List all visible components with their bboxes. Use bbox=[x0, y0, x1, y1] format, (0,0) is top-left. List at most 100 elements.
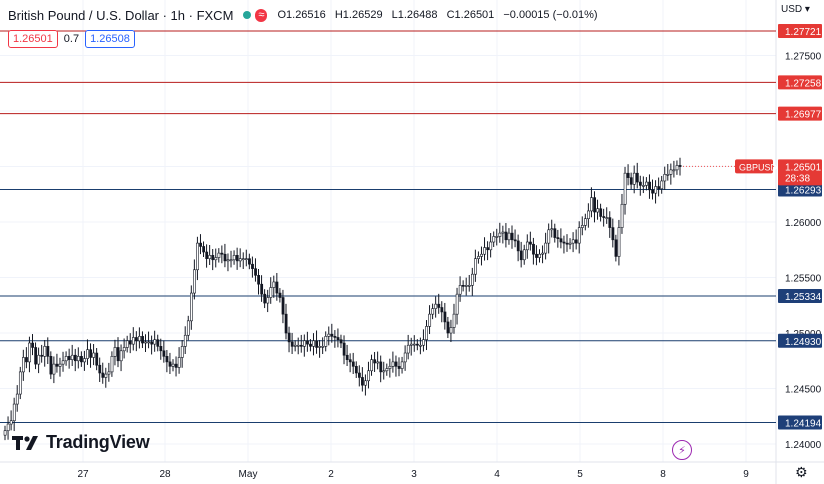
symbol-tag-bg bbox=[735, 159, 773, 174]
candle-body bbox=[92, 352, 96, 358]
candle-body bbox=[269, 287, 273, 298]
candle-body bbox=[513, 239, 517, 242]
candle-body bbox=[278, 292, 282, 298]
currency-dropdown[interactable]: USD ▾ bbox=[781, 4, 810, 15]
level-label: 1.24194 bbox=[785, 419, 822, 430]
candle-body bbox=[131, 337, 135, 345]
candle-body bbox=[406, 344, 410, 354]
level-label-bg bbox=[778, 24, 822, 38]
level-label: 1.26293 bbox=[785, 186, 822, 197]
level-label-bg bbox=[778, 333, 822, 348]
candle-body bbox=[541, 252, 545, 255]
candle-body bbox=[593, 197, 596, 213]
candle-body bbox=[648, 181, 651, 191]
candle-body bbox=[419, 344, 422, 347]
x-tick-label: 3 bbox=[411, 469, 417, 480]
candle-body bbox=[467, 285, 471, 287]
candle-body bbox=[208, 255, 212, 259]
candle-body bbox=[458, 285, 462, 295]
candle-body bbox=[98, 364, 102, 374]
candle-body bbox=[532, 243, 535, 255]
y-tick-label: 1.24000 bbox=[785, 440, 822, 451]
candle-body bbox=[428, 313, 432, 327]
candle-body bbox=[357, 372, 361, 378]
candle-body bbox=[370, 359, 374, 372]
candle-body bbox=[43, 346, 47, 357]
candle-body bbox=[443, 311, 447, 323]
countdown-label: 28:38 bbox=[785, 173, 810, 184]
candle-body bbox=[367, 370, 370, 382]
candle-body bbox=[477, 256, 480, 259]
candle-body bbox=[263, 293, 267, 304]
candle-body bbox=[550, 228, 554, 231]
last-price-label: 1.26501 bbox=[785, 162, 822, 173]
candle-body bbox=[642, 185, 645, 187]
candle-body bbox=[309, 343, 312, 347]
candle-body bbox=[275, 281, 279, 294]
candle-body bbox=[190, 292, 193, 322]
candle-body bbox=[64, 356, 68, 362]
candle-body bbox=[171, 363, 175, 367]
candle-body bbox=[672, 169, 676, 172]
candle-body bbox=[138, 336, 141, 342]
candle-body bbox=[290, 341, 294, 347]
sell-button[interactable]: 1.26501 bbox=[8, 30, 58, 48]
candle-body bbox=[299, 344, 303, 347]
candle-body bbox=[177, 357, 181, 368]
candle-body bbox=[174, 363, 178, 368]
candle-body bbox=[119, 350, 123, 362]
gear-icon[interactable]: ⚙ bbox=[795, 464, 808, 480]
candle-body bbox=[431, 308, 435, 315]
candle-body bbox=[464, 285, 468, 287]
candle-body bbox=[544, 242, 548, 254]
x-tick-label: 9 bbox=[743, 469, 749, 480]
candle-body bbox=[675, 165, 679, 171]
candle-body bbox=[73, 354, 77, 362]
candle-body bbox=[632, 172, 636, 185]
candle-body bbox=[556, 237, 560, 239]
candle-body bbox=[461, 285, 465, 287]
y-tick-label: 1.24500 bbox=[785, 385, 822, 396]
candle-body bbox=[489, 241, 493, 251]
change-value: −0.00015 (−0.01%) bbox=[503, 9, 598, 21]
candle-body bbox=[446, 321, 450, 334]
candle-body bbox=[211, 255, 215, 261]
symbol-title[interactable]: British Pound / U.S. Dollar · 1h · FXCM bbox=[8, 7, 234, 23]
candle-body bbox=[596, 208, 600, 213]
data-status-icon: ≈ bbox=[255, 8, 268, 22]
candle-body bbox=[67, 356, 71, 360]
candle-body bbox=[522, 249, 526, 261]
candle-body bbox=[128, 340, 132, 345]
candle-body bbox=[122, 347, 126, 352]
close-label: C bbox=[446, 9, 455, 21]
x-tick-label: 2 bbox=[328, 469, 334, 480]
candle-body bbox=[186, 320, 190, 336]
buy-button[interactable]: 1.26508 bbox=[85, 30, 135, 48]
candle-body bbox=[156, 339, 160, 347]
candle-body bbox=[287, 332, 291, 343]
candle-body bbox=[669, 169, 673, 175]
candle-body bbox=[339, 339, 343, 344]
low-label: L bbox=[391, 9, 398, 21]
candle-body bbox=[394, 361, 398, 367]
tradingview-logo-icon bbox=[12, 435, 38, 450]
lightning-icon[interactable]: ⚡ bbox=[672, 440, 692, 460]
candle-body bbox=[235, 255, 239, 262]
candle-body bbox=[241, 258, 245, 260]
candle-body bbox=[193, 269, 196, 294]
candle-body bbox=[373, 359, 377, 364]
candle-body bbox=[645, 181, 648, 186]
tradingview-logo[interactable]: TradingView bbox=[12, 432, 150, 453]
candle-body bbox=[412, 343, 416, 346]
candle-body bbox=[89, 349, 93, 358]
high-label: H bbox=[334, 9, 343, 21]
candle-body bbox=[104, 373, 108, 378]
candle-body bbox=[202, 246, 206, 253]
candle-body bbox=[318, 346, 322, 348]
candle-body bbox=[666, 174, 670, 176]
candle-body bbox=[141, 336, 144, 344]
candle-body bbox=[28, 342, 31, 363]
candle-body bbox=[492, 236, 496, 243]
candle-body bbox=[483, 247, 487, 255]
